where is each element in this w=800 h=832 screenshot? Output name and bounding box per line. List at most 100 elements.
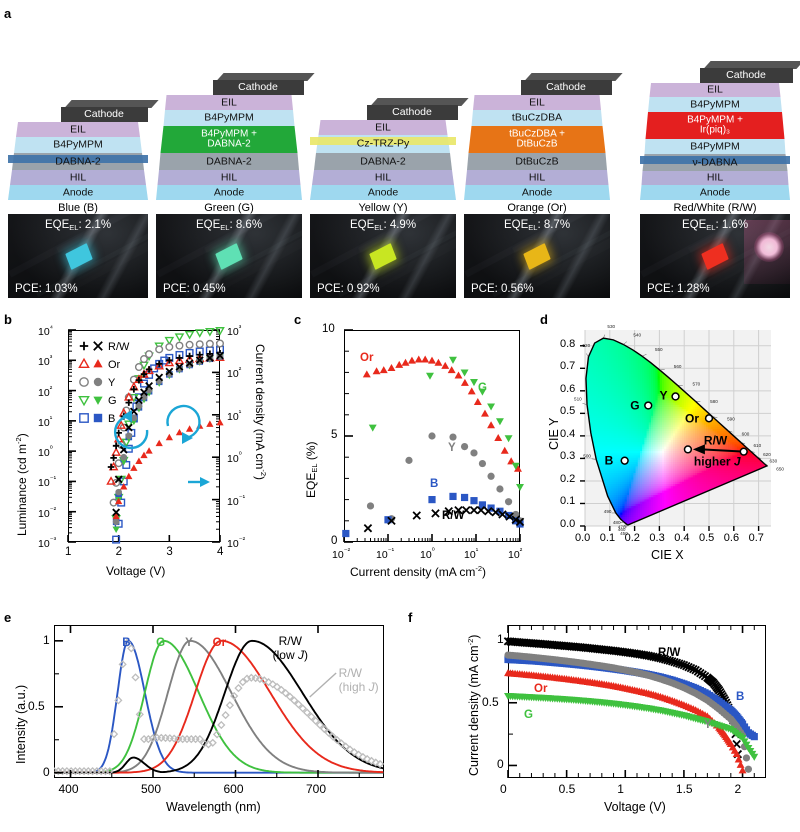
panel-f-ylabel: Current density (mA cm-2) xyxy=(466,634,481,776)
cathode-block: Cathode xyxy=(185,73,315,95)
layer-1: tBuCzDBA xyxy=(464,110,610,126)
layer-label: HIL xyxy=(69,170,87,183)
panel-b-ytick: 10⁰ xyxy=(38,444,53,460)
panel-c-letter: c xyxy=(294,312,302,327)
layer-label: B4PyMPM xyxy=(53,138,103,151)
layer-label: EIL xyxy=(707,83,723,96)
device-stack-Or: Cathode EIL tBuCzDBA tBuCzDBA + DtBuCzB DtBuC… xyxy=(464,73,623,214)
panel-b-y2label: Current density (mA cm-2) xyxy=(253,344,268,481)
cie-wavelength-tick: 490 xyxy=(604,509,612,514)
panel-c-series-label: Y xyxy=(448,442,456,454)
panel-b-xtick: 1 xyxy=(65,546,72,558)
stack-body: EIL B4PyMPM B4PyMPM + DABNA-2 DABNA-2 HIL Anod… xyxy=(156,95,302,200)
legend-label-B: B xyxy=(108,413,115,425)
layer-label: B4PyMPM + Ir(piq)₃ xyxy=(687,114,743,136)
panel-e-rw-low-label: R/W (low J) xyxy=(272,634,308,662)
cie-point-label-G: G xyxy=(630,398,639,412)
panel-e-curve-label: B xyxy=(122,637,131,649)
panel-b-ytick: 10⁻³ xyxy=(38,535,57,550)
legend-label-Y: Y xyxy=(108,377,116,389)
panel-b-letter: b xyxy=(4,312,12,327)
layer-fill xyxy=(464,153,610,170)
panel-b-y2tick: 10¹ xyxy=(227,407,242,423)
panel-d-xtick: 0.7 xyxy=(748,532,764,544)
layer-fill xyxy=(640,112,790,139)
panel-d-xtick: 0.1 xyxy=(599,532,616,544)
device-photo-G: EQEEL: 8.6% PCE: 0.45% xyxy=(156,214,302,298)
panel-c-ytick: 10 xyxy=(322,323,335,335)
eqe-label: EQEEL: 2.1% xyxy=(44,219,112,232)
layer-0: EIL xyxy=(8,122,148,137)
layer-label: tBuCzDBA xyxy=(511,111,563,124)
layer-0: EIL xyxy=(156,95,302,110)
device-name: Blue (B) xyxy=(58,202,98,214)
cie-wavelength-tick: 470 xyxy=(618,524,626,529)
layer-fill xyxy=(156,185,302,200)
panel-f-series-label: Or xyxy=(534,683,548,695)
cie-wavelength-tick: 450 xyxy=(620,531,628,536)
layer-fill xyxy=(8,137,148,153)
device-photo-R/W: EQEEL: 1.6% PCE: 1.28% xyxy=(640,214,790,298)
device-photo-Or: EQEEL: 8.7% PCE: 0.56% xyxy=(464,214,610,298)
panel-c-ytick: 5 xyxy=(331,429,338,441)
layer-2: B4PyMPM + DABNA-2 xyxy=(156,126,302,153)
cathode-block: Cathode xyxy=(339,98,469,120)
layer-label: HIL xyxy=(528,170,546,183)
pce-label: PCE: 0.45% xyxy=(163,283,226,295)
device-stack-G: Cathode EIL B4PyMPM B4PyMPM + DABNA-2 DABNA-2… xyxy=(156,73,315,214)
panel-c-series-label: Or xyxy=(360,352,374,364)
layer-fill xyxy=(464,126,610,153)
panel-b-ytick: 10⁻² xyxy=(38,504,57,520)
panel-c-xtick: 10¹ xyxy=(464,546,479,561)
cie-wavelength-tick: 480 xyxy=(613,520,621,525)
device-name: Red/White (R/W) xyxy=(673,202,757,214)
panel-f-xtick: 2 xyxy=(734,782,742,796)
panel-e-xtick: 500 xyxy=(141,782,162,796)
layer-5: Anode xyxy=(464,185,610,200)
layer-1: B4PyMPM xyxy=(640,97,790,112)
panel-f-xtick: 1 xyxy=(617,782,624,796)
panel-e-letter: e xyxy=(4,610,12,625)
panel-e-curve-label: Or xyxy=(212,637,227,649)
layer-label: EIL xyxy=(375,120,391,133)
eqe-label: EQEEL: 8.6% xyxy=(195,219,263,232)
layer-fill xyxy=(640,97,790,112)
layer-label: Anode xyxy=(521,185,553,198)
layer-fill xyxy=(8,122,148,137)
panel-d-ytick: 0.0 xyxy=(560,518,576,530)
layer-label: B4PyMPM + DABNA-2 xyxy=(201,128,257,150)
panel-d-ytick: 0.6 xyxy=(560,382,576,395)
layer-fill xyxy=(640,83,790,97)
layer-fill xyxy=(310,170,456,185)
cie-wavelength-tick: 580 xyxy=(710,399,718,404)
layer-4: HIL xyxy=(156,170,302,185)
cie-wavelength-tick: 530 xyxy=(607,324,615,329)
panel-b-ytick: 10³ xyxy=(38,353,53,369)
panel-f-letter: f xyxy=(408,610,413,625)
panel-e-xlabel: Wavelength (nm) xyxy=(166,800,261,814)
device-name: Green (G) xyxy=(204,202,254,214)
layer-label: EIL xyxy=(221,95,237,108)
pce-label: PCE: 1.03% xyxy=(15,283,78,295)
eqe-label: EQEEL: 8.7% xyxy=(503,219,571,232)
panel-f-series-label: G xyxy=(524,709,533,721)
layer-label: Anode xyxy=(213,185,245,198)
layer-5: HIL xyxy=(640,171,790,185)
device-photo-B: EQEEL: 2.1% PCE: 1.03% xyxy=(8,214,148,298)
panel-d-ytick: 0.2 xyxy=(560,472,576,485)
layer-3: DtBuCzB xyxy=(464,153,610,170)
layer-2: tBuCzDBA + DtBuCzB xyxy=(464,126,610,153)
panel-b-ylabel: Luminance (cd m-2) xyxy=(14,433,29,536)
layer-3: B4PyMPM xyxy=(640,139,790,154)
legend-label-Or: Or xyxy=(108,359,121,371)
eqe-label: EQEEL: 1.6% xyxy=(681,219,749,232)
panel-c-xtick: 10² xyxy=(508,546,523,561)
cie-point-label-Y: Y xyxy=(660,388,668,402)
emissive-highlight xyxy=(310,137,456,145)
cie-wavelength-tick: 540 xyxy=(633,332,641,337)
cathode-slab: Cathode xyxy=(366,105,458,120)
legend-label-R/W: R/W xyxy=(108,341,130,353)
panel-f-series-label: B xyxy=(736,691,745,703)
layer-fill xyxy=(156,110,302,126)
cathode-slab: Cathode xyxy=(60,107,148,122)
